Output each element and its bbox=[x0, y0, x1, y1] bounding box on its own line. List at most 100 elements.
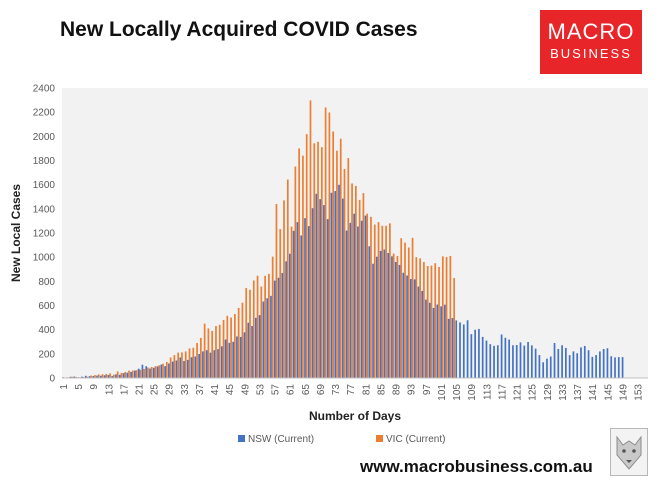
vic-bar bbox=[256, 275, 259, 378]
nsw-bar bbox=[383, 249, 386, 378]
y-tick-label: 0 bbox=[49, 374, 55, 385]
nsw-bar bbox=[410, 279, 412, 378]
nsw-bar bbox=[92, 376, 95, 378]
vic-bar bbox=[109, 373, 111, 378]
nsw-bar bbox=[137, 368, 140, 378]
legend-swatch-nsw bbox=[238, 435, 245, 442]
y-tick-label: 2200 bbox=[33, 108, 56, 119]
vic-bar bbox=[86, 376, 89, 378]
nsw-bar bbox=[561, 345, 563, 378]
nsw-bar bbox=[402, 272, 405, 378]
vic-bar bbox=[313, 143, 316, 378]
vic-bar bbox=[430, 265, 433, 378]
nsw-bar bbox=[296, 222, 299, 378]
nsw-bar bbox=[111, 376, 114, 378]
vic-bar bbox=[343, 168, 346, 378]
vic-bar bbox=[147, 367, 149, 378]
vic-bar bbox=[449, 255, 452, 378]
nsw-bar bbox=[587, 350, 590, 378]
nsw-bar bbox=[300, 235, 303, 378]
nsw-bar bbox=[387, 252, 390, 378]
vic-bar bbox=[260, 286, 263, 378]
legend-label-nsw: NSW (Current) bbox=[248, 434, 314, 445]
vic-bar bbox=[188, 348, 191, 378]
vic-bar bbox=[302, 155, 304, 378]
vic-bar bbox=[150, 367, 153, 378]
vic-bar bbox=[415, 257, 418, 378]
vic-bar bbox=[438, 266, 440, 378]
nsw-bar bbox=[602, 349, 605, 378]
nsw-bar bbox=[572, 351, 575, 378]
end-value-label: 173 bbox=[640, 0, 657, 3]
nsw-bar bbox=[115, 374, 117, 378]
nsw-bar bbox=[368, 246, 371, 378]
vic-bar bbox=[207, 328, 210, 378]
nsw-bar bbox=[478, 328, 480, 378]
x-tick-label: 101 bbox=[437, 384, 448, 401]
vic-bar bbox=[309, 100, 312, 378]
nsw-bar bbox=[273, 280, 276, 378]
vic-bar bbox=[377, 222, 380, 378]
x-tick-label: 37 bbox=[195, 384, 206, 396]
nsw-bar bbox=[451, 318, 454, 378]
nsw-bar bbox=[118, 374, 121, 378]
nsw-bar bbox=[523, 345, 526, 378]
nsw-bar bbox=[168, 363, 170, 378]
nsw-bar bbox=[421, 290, 424, 378]
x-tick-label: 41 bbox=[210, 384, 221, 396]
nsw-bar bbox=[538, 355, 541, 378]
nsw-bar bbox=[500, 334, 503, 378]
nsw-bar bbox=[202, 351, 204, 378]
nsw-bar bbox=[341, 198, 344, 378]
nsw-bar bbox=[580, 347, 582, 378]
nsw-bar bbox=[432, 307, 435, 378]
nsw-bar bbox=[617, 357, 620, 378]
vic-bar bbox=[113, 374, 115, 378]
nsw-bar bbox=[508, 339, 511, 378]
vic-bar bbox=[332, 131, 335, 378]
vic-bar bbox=[355, 185, 357, 378]
vic-bar bbox=[237, 307, 240, 378]
vic-bar bbox=[370, 216, 372, 378]
x-tick-label: 61 bbox=[286, 384, 297, 396]
nsw-bar bbox=[213, 350, 216, 378]
nsw-bar bbox=[447, 318, 450, 378]
y-tick-label: 200 bbox=[38, 349, 55, 360]
x-tick-label: 125 bbox=[528, 384, 539, 401]
nsw-bar bbox=[406, 275, 408, 378]
nsw-bar bbox=[224, 339, 227, 378]
x-tick-label: 89 bbox=[392, 384, 403, 396]
vic-bar bbox=[419, 258, 421, 378]
nsw-bar bbox=[530, 345, 533, 378]
vic-bar bbox=[434, 263, 437, 378]
nsw-bar bbox=[99, 375, 102, 378]
end-value-label: 827 bbox=[477, 0, 494, 3]
vic-bar bbox=[241, 302, 244, 378]
vic-bar bbox=[283, 200, 285, 378]
x-tick-label: 129 bbox=[543, 384, 554, 401]
nsw-bar bbox=[69, 376, 72, 378]
nsw-bar bbox=[281, 272, 284, 378]
nsw-bar bbox=[164, 366, 166, 378]
nsw-bar bbox=[122, 373, 125, 378]
nsw-bar bbox=[304, 218, 306, 378]
y-axis-title: New Local Cases bbox=[9, 184, 23, 282]
vic-bar bbox=[317, 141, 319, 378]
logo-line-1: MACRO bbox=[547, 19, 635, 44]
vic-bar bbox=[162, 363, 164, 378]
nsw-bar bbox=[576, 353, 579, 378]
nsw-bar bbox=[349, 222, 352, 378]
vic-bar bbox=[445, 256, 448, 378]
vic-bar bbox=[441, 256, 444, 378]
nsw-bar bbox=[470, 334, 473, 378]
nsw-bar bbox=[425, 299, 427, 378]
nsw-bar bbox=[266, 298, 269, 378]
nsw-bar bbox=[610, 356, 613, 378]
vic-bar bbox=[71, 376, 74, 378]
nsw-bar bbox=[379, 250, 382, 378]
vic-bar bbox=[385, 225, 387, 378]
nsw-bar bbox=[394, 262, 397, 378]
vic-bar bbox=[131, 370, 134, 378]
vic-bar bbox=[328, 112, 331, 378]
nsw-bar bbox=[236, 336, 238, 378]
